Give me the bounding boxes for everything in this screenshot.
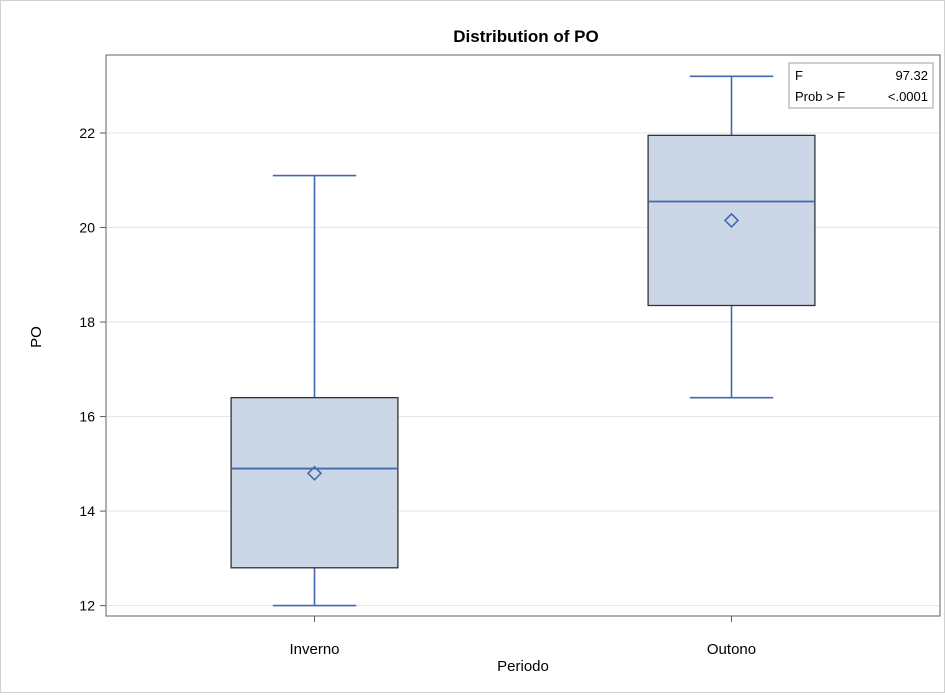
x-axis-label: Periodo	[497, 658, 549, 675]
iqr-box	[230, 396, 399, 569]
boxes	[230, 75, 816, 607]
y-tick-label: 12	[79, 598, 95, 614]
stats-prob-value: <.0001	[888, 89, 928, 104]
stats-prob-label: Prob > F	[795, 89, 845, 104]
box-inverno	[230, 174, 399, 607]
x-tick-label: Inverno	[289, 641, 339, 658]
iqr-box	[647, 134, 816, 307]
mean-marker	[723, 212, 740, 229]
y-axis-label: PO	[28, 326, 45, 348]
y-tick-label: 16	[79, 409, 95, 425]
stats-f-value: 97.32	[895, 68, 928, 83]
y-tick-label: 20	[79, 220, 95, 236]
plot-area	[105, 54, 941, 617]
x-tick-label: Outono	[707, 641, 756, 658]
y-axis: 12 14 16 18 20 22	[79, 125, 106, 614]
stats-f-label: F	[795, 68, 803, 83]
x-axis: Inverno Outono	[289, 616, 756, 658]
y-tick-label: 18	[79, 314, 95, 330]
stats-table-border	[788, 62, 934, 109]
chart-title: Distribution of PO	[453, 27, 598, 46]
y-tick-label: 14	[79, 503, 95, 519]
box-outono	[647, 75, 816, 399]
y-tick-label: 22	[79, 125, 95, 141]
stats-table: F 97.32 Prob > F <.0001	[788, 62, 934, 109]
mean-marker	[306, 465, 323, 481]
